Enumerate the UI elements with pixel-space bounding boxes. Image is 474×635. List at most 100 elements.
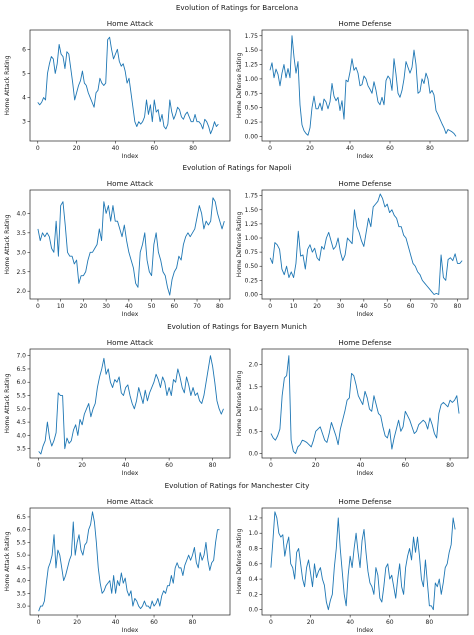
fig1-panel0-ytick-label-3: 3.5 <box>16 230 26 237</box>
fig3-panel1-xtick-label-2: 40 <box>346 619 354 626</box>
fig2-panel1-ytick-label-0: 0.0 <box>248 451 258 458</box>
fig0-panel1-ytick-label-3: 0.75 <box>245 90 259 97</box>
fig3-panel1-ytick-label-2: 0.4 <box>248 576 258 583</box>
fig1-panel1-ytick-label-7: 1.75 <box>245 193 259 200</box>
fig1-panel0-ytick-label-0: 2.0 <box>16 288 26 295</box>
figure-title-barcelona: Evolution of Ratings for Barcelona <box>175 3 299 12</box>
fig2-panel1-ytick-label-3: 1.5 <box>248 384 258 391</box>
fig1-panel1-series-line <box>269 193 463 295</box>
fig3-panel0-xtick-label-1: 20 <box>73 619 81 626</box>
fig3-panel0-series-line <box>38 511 220 612</box>
fig2-panel0-ytick-label-4: 5.5 <box>16 393 26 400</box>
fig0-panel0-ytick-label-1: 4 <box>22 95 26 102</box>
fig2-panel0-ytick-label-1: 4.0 <box>16 432 26 439</box>
fig0-panel1-ytick-label-7: 1.75 <box>245 33 259 40</box>
fig2-panel1-ytick-label-2: 1.0 <box>248 406 258 413</box>
fig3-panel1-series-line <box>270 511 456 611</box>
fig2-panel1-xtick-label-1: 20 <box>312 462 320 469</box>
fig3-panel0-xtick-label-2: 40 <box>112 619 120 626</box>
fig2-panel0-ylabel: Home Attack Rating <box>4 373 11 433</box>
fig2-panel0-ytick-label-7: 7.0 <box>16 353 26 360</box>
fig1-panel0-xtick-label-6: 60 <box>170 303 178 310</box>
fig3-panel1-xtick-label-4: 80 <box>426 619 434 626</box>
fig1-panel0-xtick-label-1: 10 <box>57 303 65 310</box>
fig1-panel0-ytick-label-1: 2.5 <box>16 269 26 276</box>
fig3-panel0-ytick-label-3: 4.5 <box>16 565 26 572</box>
fig3-panel0-ytick-label-6: 6.0 <box>16 527 26 534</box>
fig0-panel1-ytick-label-1: 0.25 <box>245 119 259 126</box>
fig0-panel1-xtick-label-3: 60 <box>386 145 394 152</box>
fig1-panel1-xtick-label-7: 70 <box>430 303 438 310</box>
fig1-panel1-xtick-label-6: 60 <box>407 303 415 310</box>
fig1-panel1-xtick-label-0: 0 <box>268 303 272 310</box>
fig2-panel1-xtick-label-3: 60 <box>401 462 409 469</box>
fig2-panel0-xtick-label-3: 60 <box>165 462 173 469</box>
fig2-panel1-title: Home Defense <box>338 338 392 347</box>
fig0-panel0-ytick-label-2: 5 <box>22 70 26 77</box>
barcelona-home-defense-chart: Home Defense 0 20 40 60 80 0.00 0.25 0.50 0.75 1.0… <box>236 19 469 160</box>
fig3-panel1-ytick-label-4: 0.8 <box>248 546 258 553</box>
fig0-panel1-xtick-label-2: 40 <box>346 145 354 152</box>
fig1-panel0-xtick-label-5: 50 <box>148 303 156 310</box>
fig1-panel0-xtick-label-4: 40 <box>125 303 133 310</box>
fig1-panel0-xtick-label-0: 0 <box>36 303 40 310</box>
fig2-panel1-ytick-label-1: 0.5 <box>248 428 258 435</box>
fig1-panel1-xtick-label-3: 30 <box>337 303 345 310</box>
fig0-panel0-xtick-label-0: 0 <box>36 145 40 152</box>
fig1-panel1-xtick-label-4: 40 <box>360 303 368 310</box>
fig2-panel0-axes-frame <box>29 348 231 459</box>
fig3-panel1-ytick-label-1: 0.2 <box>248 591 258 598</box>
fig3-panel0-ytick-label-5: 5.5 <box>16 539 26 546</box>
napoli-home-defense-chart: Home Defense 0 10 20 30 40 50 60 70 80 0.00 0.25 0.5… <box>236 179 469 318</box>
fig0-panel1-ytick-label-6: 1.50 <box>245 47 259 54</box>
fig1-panel1-ytick-label-4: 1.00 <box>245 235 259 242</box>
fig3-panel0-xlabel: Index <box>122 627 139 634</box>
fig0-panel0-title: Home Attack <box>107 19 154 28</box>
fig0-panel0-ytick-label-3: 6 <box>22 46 26 53</box>
fig2-panel1-ytick-label-4: 2.0 <box>248 362 258 369</box>
fig1-panel1-xtick-label-2: 20 <box>313 303 321 310</box>
fig0-panel1-xtick-label-4: 80 <box>426 145 434 152</box>
fig2-panel1-ylabel: Home Defense Rating <box>236 371 243 437</box>
fig2-panel0-xlabel: Index <box>122 470 139 477</box>
fig3-panel0-ytick-label-1: 3.5 <box>16 590 26 597</box>
fig0-panel0-xtick-label-1: 20 <box>73 145 81 152</box>
fig3-panel0-ytick-label-0: 3.0 <box>16 603 26 610</box>
fig3-panel0-xtick-label-0: 0 <box>37 619 41 626</box>
fig1-panel1-ytick-label-1: 0.25 <box>245 277 259 284</box>
mancity-home-attack-chart: Home Attack 0 20 40 60 80 3.0 3.5 4.0 4.5 5.0 5.5 6.… <box>4 497 231 634</box>
fig2-panel1-xtick-label-0: 0 <box>269 462 273 469</box>
fig1-panel0-ylabel: Home Attack Rating <box>4 214 11 274</box>
fig0-panel1-xtick-label-0: 0 <box>268 145 272 152</box>
fig3-panel0-axes-frame <box>29 507 231 616</box>
fig3-panel1-axes-frame <box>261 507 469 616</box>
fig3-panel1-xlabel: Index <box>357 627 374 634</box>
fig2-panel0-series-line <box>38 355 224 455</box>
bayern-home-attack-chart: Home Attack 0 20 40 60 80 3.5 4.0 4.5 5.0 5.5 6.0 6.… <box>4 338 231 477</box>
fig3-panel0-xtick-label-4: 80 <box>189 619 197 626</box>
fig0-panel1-axes-frame <box>261 29 469 142</box>
fig2-panel0-ytick-label-3: 5.0 <box>16 406 26 413</box>
fig1-panel1-ytick-label-3: 0.75 <box>245 249 259 256</box>
fig3-panel1-ytick-label-6: 1.2 <box>248 515 258 522</box>
fig1-panel0-ytick-label-4: 4.0 <box>16 210 26 217</box>
fig1-panel0-xtick-label-7: 70 <box>193 303 201 310</box>
barcelona-home-attack-chart: Home Attack 0 20 40 60 80 3 4 5 6 Index Home Attack… <box>4 19 231 160</box>
fig2-panel1-xtick-label-2: 40 <box>357 462 365 469</box>
fig3-panel1-xtick-label-1: 20 <box>307 619 315 626</box>
fig3-panel0-ytick-label-2: 4.0 <box>16 578 26 585</box>
fig1-panel1-axes-frame <box>261 189 469 300</box>
fig3-panel0-ytick-label-4: 5.0 <box>16 552 26 559</box>
fig3-panel1-title: Home Defense <box>338 497 392 506</box>
fig2-panel1-series-line <box>270 355 460 455</box>
fig1-panel1-xtick-label-1: 10 <box>290 303 298 310</box>
fig0-panel1-title: Home Defense <box>338 19 392 28</box>
fig2-panel1-axes-frame <box>261 348 469 459</box>
fig2-panel0-ytick-label-5: 6.0 <box>16 379 26 386</box>
fig1-panel1-xtick-label-5: 50 <box>383 303 391 310</box>
fig1-panel0-axes-frame <box>29 189 231 300</box>
fig0-panel1-ytick-label-0: 0.00 <box>245 133 259 140</box>
fig1-panel0-xtick-label-2: 20 <box>80 303 88 310</box>
fig1-panel1-title: Home Defense <box>338 179 392 188</box>
bayern-home-defense-chart: Home Defense 0 20 40 60 80 0.0 0.5 1.0 1.5 2.0 Inde… <box>236 338 469 477</box>
